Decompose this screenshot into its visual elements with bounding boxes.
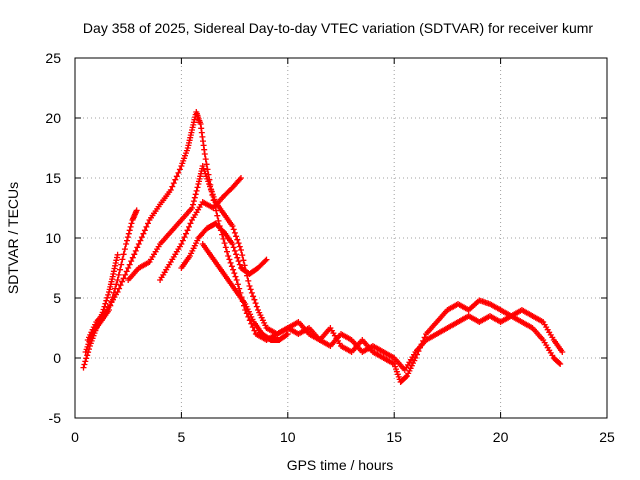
y-tick-label: 5	[53, 290, 61, 306]
grid	[75, 58, 607, 418]
x-tick-label: 0	[71, 429, 79, 445]
series-group	[80, 109, 566, 385]
series-markers	[84, 109, 566, 373]
y-axis-label: SDTVAR / TECUs	[5, 182, 21, 294]
x-tick-label: 5	[178, 429, 186, 445]
series-trace-1	[80, 251, 121, 371]
y-tick-label: 20	[45, 110, 61, 126]
series-trace-6	[178, 220, 270, 277]
x-tick-label: 10	[280, 429, 296, 445]
y-tick-label: 10	[45, 230, 61, 246]
x-tick-label: 20	[493, 429, 509, 445]
series-markers	[157, 175, 244, 283]
y-tick-label: -5	[49, 410, 62, 426]
axis-ticks: 0 5 10 15 20 25 -5 0 5 10 15 20 25	[45, 50, 615, 445]
series-trace-5	[157, 175, 244, 283]
y-tick-label: 15	[45, 170, 61, 186]
chart-title: Day 358 of 2025, Sidereal Day-to-day VTE…	[83, 20, 593, 36]
series-markers	[80, 251, 121, 371]
series-markers	[125, 163, 564, 385]
series-trace-7	[199, 241, 291, 343]
series-line	[202, 243, 289, 341]
x-tick-label: 15	[386, 429, 402, 445]
series-trace-4	[125, 163, 564, 385]
series-markers	[178, 220, 270, 277]
x-tick-label: 25	[599, 429, 615, 445]
x-axis-label: GPS time / hours	[287, 457, 394, 473]
series-markers	[199, 241, 291, 343]
y-tick-label: 25	[45, 50, 61, 66]
y-tick-label: 0	[53, 350, 61, 366]
